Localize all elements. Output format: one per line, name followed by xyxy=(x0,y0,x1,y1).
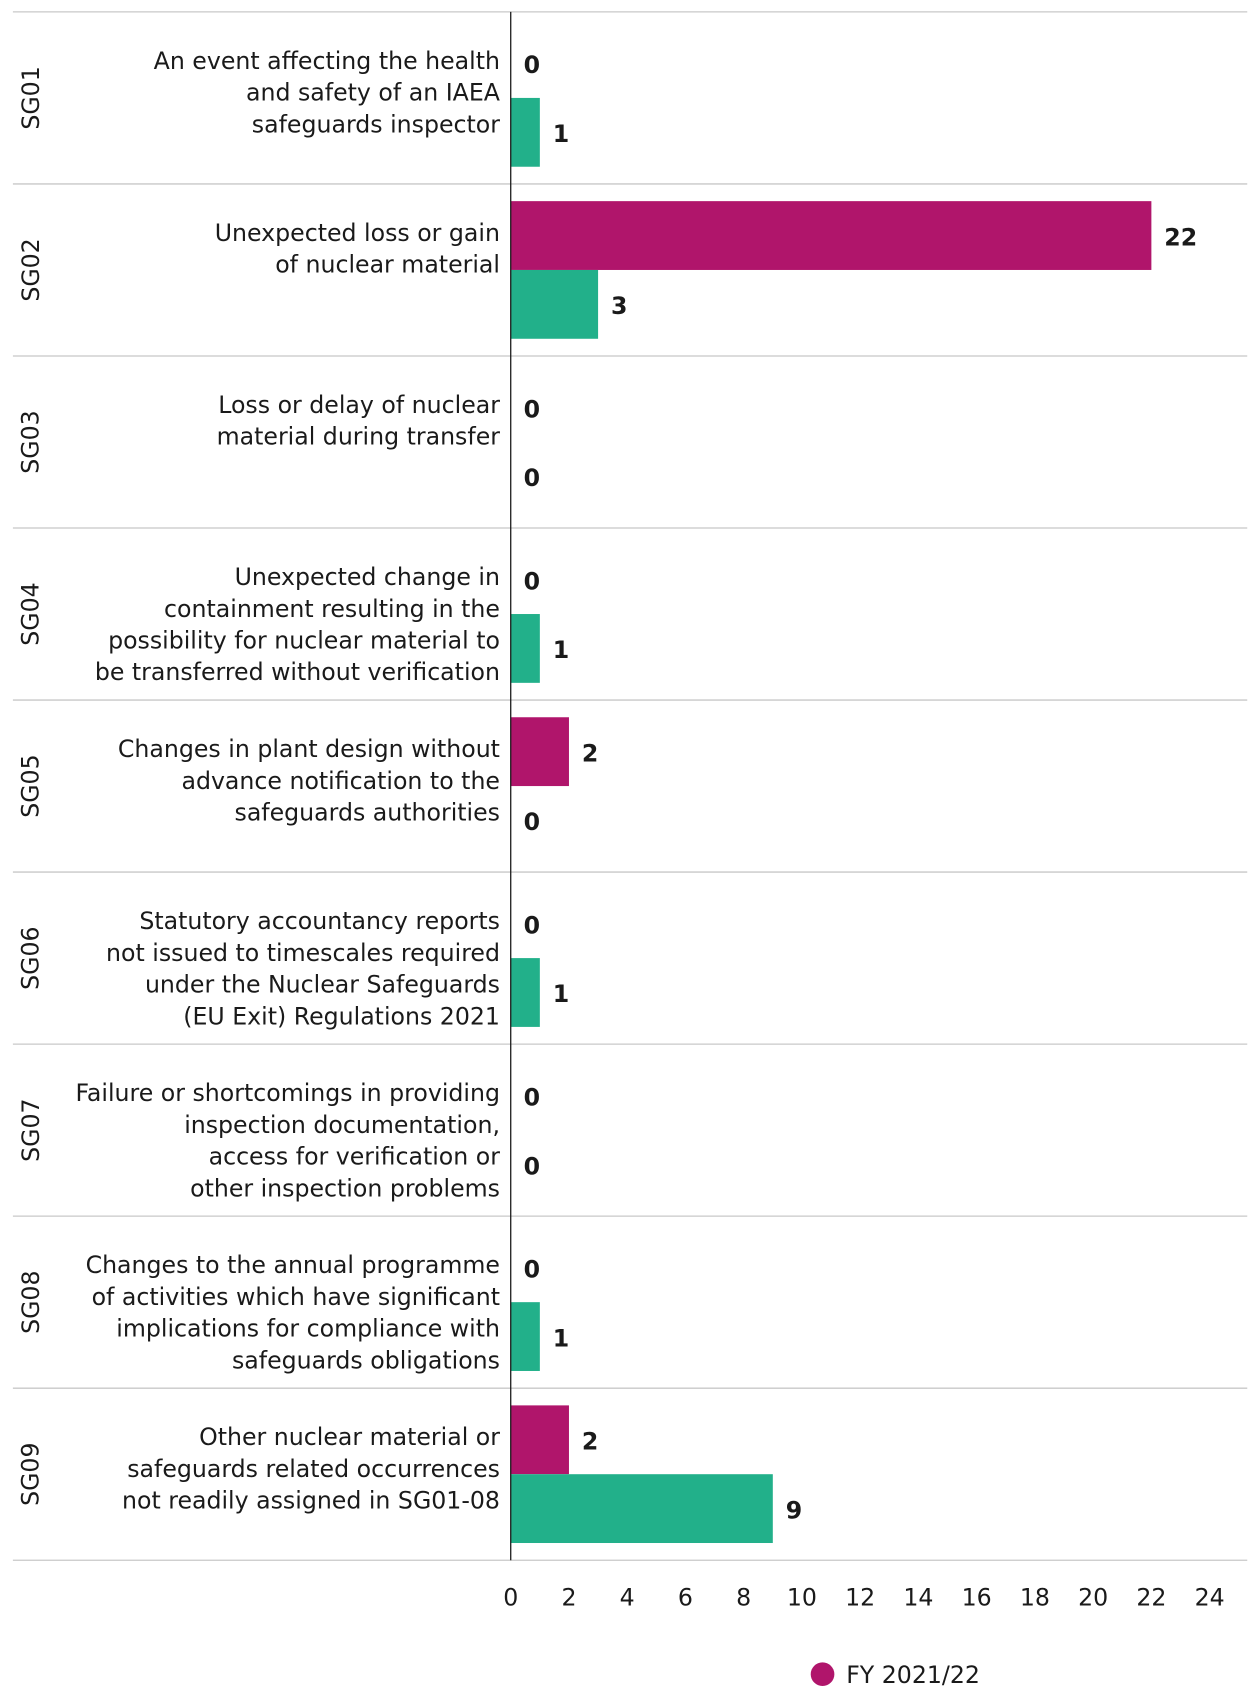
value-label: 9 xyxy=(786,1496,802,1524)
value-label: 0 xyxy=(524,1083,540,1111)
category-label: Changes to the annual programme xyxy=(86,1251,500,1279)
category-label: safeguards related occurrences xyxy=(127,1455,500,1483)
category-label: safeguards authorities xyxy=(235,799,500,827)
category-code: SG04 xyxy=(17,582,45,645)
category-label: of nuclear material xyxy=(275,251,500,279)
value-label: 0 xyxy=(524,464,540,492)
category-label: advance notification to the xyxy=(181,767,500,795)
value-label: 0 xyxy=(524,1255,540,1283)
category-label: Unexpected loss or gain xyxy=(215,219,500,247)
x-tick-label: 22 xyxy=(1136,1583,1166,1611)
category-label: possibility for nuclear material to xyxy=(108,626,500,654)
x-tick-label: 12 xyxy=(845,1583,875,1611)
category-code: SG06 xyxy=(17,926,45,989)
bar xyxy=(510,97,540,167)
category-label: An event affecting the health xyxy=(154,47,500,75)
x-tick-label: 20 xyxy=(1078,1583,1108,1611)
category-label: material during transfer xyxy=(217,423,501,451)
value-label: 1 xyxy=(553,120,569,148)
value-label: 0 xyxy=(524,51,540,79)
value-label: 0 xyxy=(524,567,540,595)
bar xyxy=(510,958,540,1027)
category-code: SG05 xyxy=(17,754,45,817)
category-code: SG07 xyxy=(17,1098,45,1161)
value-label: 0 xyxy=(524,911,540,939)
bar xyxy=(510,1405,569,1475)
x-tick-label: 4 xyxy=(620,1583,635,1611)
category-label: and safety of an IAEA xyxy=(246,79,500,107)
value-label: 3 xyxy=(611,292,627,320)
value-label: 0 xyxy=(524,1152,540,1180)
category-label: not issued to timescales required xyxy=(106,939,500,967)
legend-label: FY 2021/22 xyxy=(846,1661,980,1689)
x-tick-label: 16 xyxy=(962,1583,992,1611)
bar xyxy=(510,717,569,787)
category-label: inspection documentation, xyxy=(184,1111,500,1139)
x-tick-label: 6 xyxy=(678,1583,693,1611)
category-label: Unexpected change in xyxy=(235,563,500,591)
category-label: safeguards inspector xyxy=(252,110,500,138)
value-label: 0 xyxy=(524,395,540,423)
category-label: Changes in plant design without xyxy=(118,735,500,763)
x-tick-label: 14 xyxy=(903,1583,933,1611)
category-code: SG08 xyxy=(17,1270,45,1333)
category-label: other inspection problems xyxy=(190,1174,500,1202)
value-label: 2 xyxy=(582,739,598,767)
x-tick-label: 8 xyxy=(736,1583,751,1611)
category-code: SG02 xyxy=(17,238,45,301)
x-tick-label: 24 xyxy=(1195,1583,1225,1611)
category-label: Other nuclear material or xyxy=(199,1423,500,1451)
category-label: of activities which have significant xyxy=(92,1283,500,1311)
x-tick-label: 0 xyxy=(503,1583,518,1611)
value-label: 1 xyxy=(553,1324,569,1352)
category-code: SG01 xyxy=(17,66,45,129)
category-label: Failure or shortcomings in providing xyxy=(75,1079,499,1107)
bar xyxy=(510,269,599,339)
legend-swatch xyxy=(810,1662,835,1687)
category-label: be transferred without verification xyxy=(95,658,500,686)
category-label: access for verification or xyxy=(209,1143,501,1171)
category-label: safeguards obligations xyxy=(232,1346,500,1374)
category-label: containment resulting in the xyxy=(164,595,500,623)
category-label: (EU Exit) Regulations 2021 xyxy=(183,1002,500,1030)
value-label: 1 xyxy=(553,636,569,664)
value-label: 2 xyxy=(582,1428,598,1456)
bar xyxy=(510,1302,540,1371)
value-label: 22 xyxy=(1164,223,1197,251)
category-label: Statutory accountancy reports xyxy=(139,907,500,935)
category-label: not readily assigned in SG01-08 xyxy=(122,1487,500,1515)
bar xyxy=(510,1474,773,1544)
bar xyxy=(510,614,540,683)
x-tick-label: 2 xyxy=(561,1583,576,1611)
category-code: SG09 xyxy=(17,1442,45,1505)
category-label: under the Nuclear Safeguards xyxy=(145,971,500,999)
bar xyxy=(510,201,1152,270)
category-label: Loss or delay of nuclear xyxy=(218,391,500,419)
category-code: SG03 xyxy=(17,410,45,473)
category-label: implications for compliance with xyxy=(116,1315,500,1343)
value-label: 1 xyxy=(553,980,569,1008)
value-label: 0 xyxy=(524,808,540,836)
x-tick-label: 10 xyxy=(787,1583,817,1611)
x-tick-label: 18 xyxy=(1020,1583,1050,1611)
